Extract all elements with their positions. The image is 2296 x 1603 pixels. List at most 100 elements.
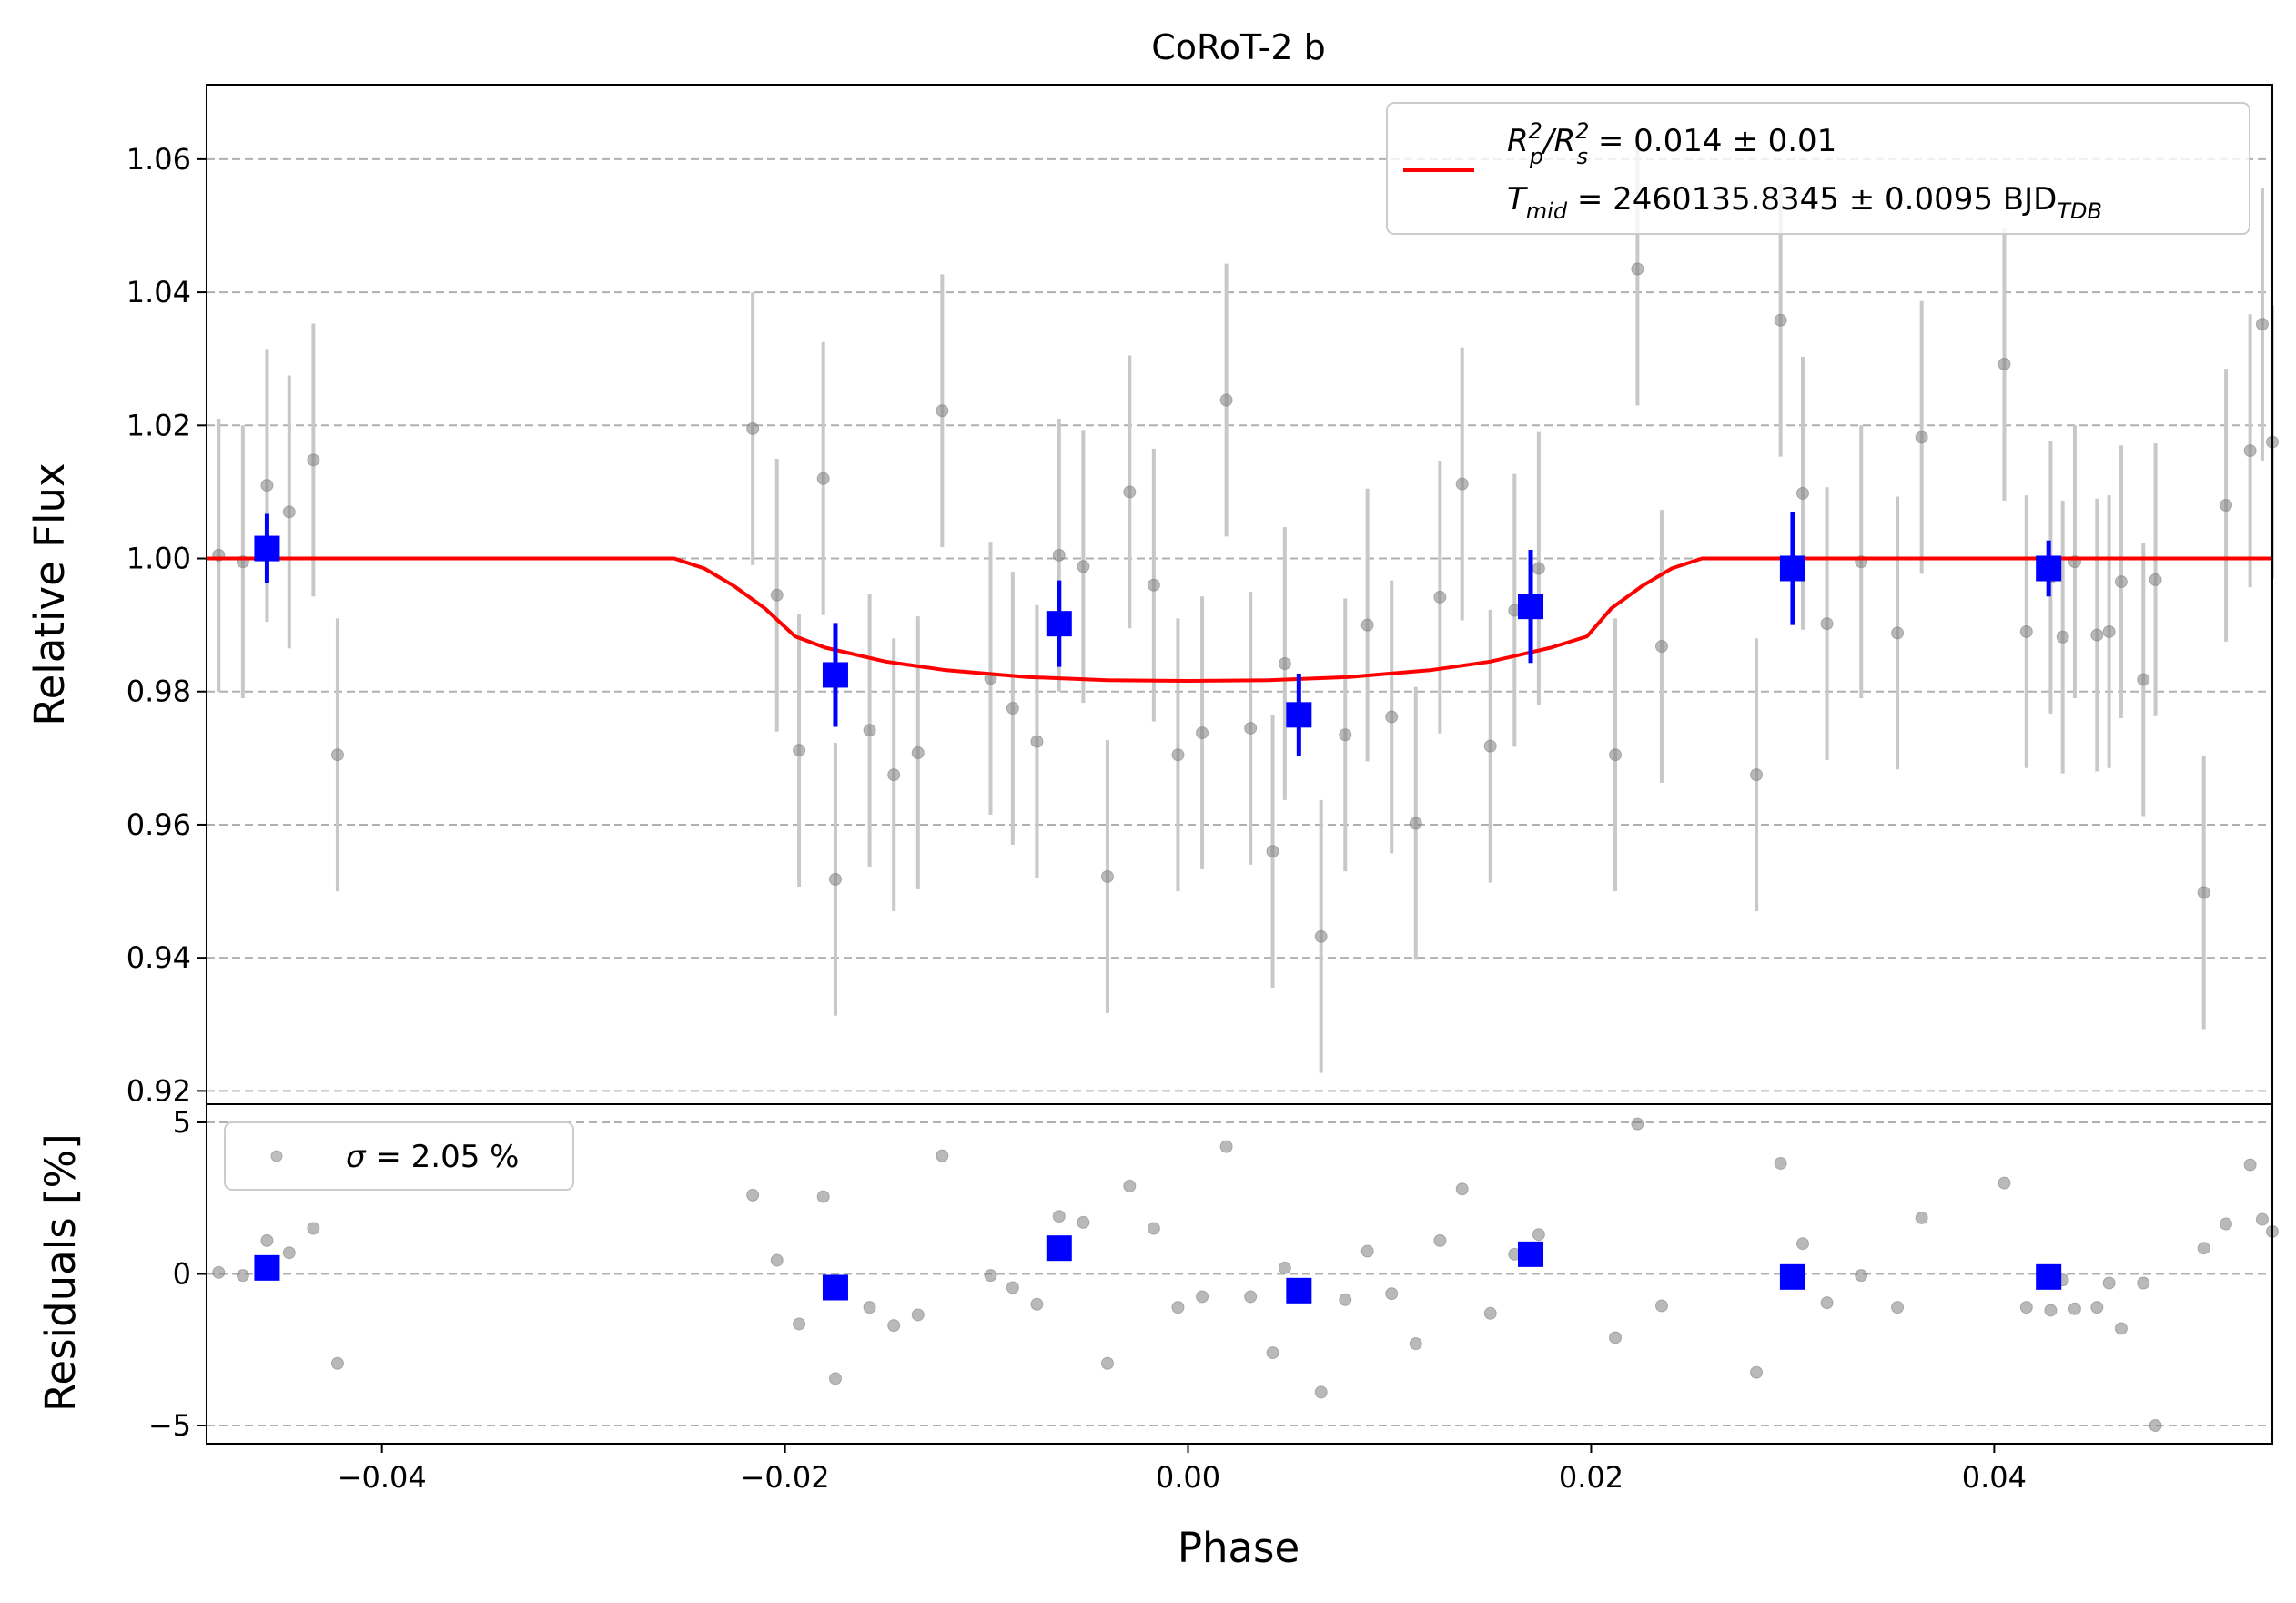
raw-point: [1147, 578, 1160, 592]
residual-point: [2197, 1242, 2210, 1255]
binned-point: [1779, 555, 1805, 582]
bottom-raw-points: [212, 1117, 2279, 1433]
xtick-label: −0.02: [741, 1460, 830, 1495]
legend-raw-marker: [270, 1150, 283, 1162]
binned-point: [2036, 555, 2062, 582]
residual-point: [1795, 1237, 1809, 1251]
raw-point: [793, 744, 806, 757]
binned-point: [822, 662, 848, 688]
residual-point: [1219, 1140, 1233, 1153]
binned-residual-point: [1779, 1263, 1805, 1290]
raw-point: [1077, 560, 1090, 573]
raw-point: [1820, 617, 1834, 631]
raw-point: [1483, 739, 1497, 753]
residual-point: [1532, 1228, 1545, 1242]
top-ytick-label: 1.06: [126, 142, 191, 177]
top-model-line: [207, 556, 2272, 683]
raw-point: [1385, 710, 1399, 724]
xtick-label: 0.04: [1962, 1460, 2027, 1495]
top-legend: R2 p/R2 s = 0.014 ± 0.01 Tmid = 2460135.83…: [1386, 102, 2250, 235]
raw-point: [1455, 477, 1469, 491]
residual-point: [1171, 1301, 1185, 1314]
residual-point: [984, 1269, 997, 1283]
residual-point: [1196, 1290, 1209, 1304]
residual-point: [1030, 1297, 1044, 1311]
residual-point: [1052, 1210, 1066, 1223]
raw-point: [1314, 929, 1328, 943]
raw-point: [1196, 726, 1209, 740]
residual-point: [2090, 1301, 2104, 1314]
raw-point: [1006, 702, 1019, 715]
binned-residual-point: [254, 1254, 280, 1281]
binned-residual-point: [1046, 1235, 1072, 1262]
binned-point: [1286, 702, 1312, 728]
raw-point: [1532, 562, 1545, 575]
legend-model-label-line1: R2 p/R2 s = 0.014 ± 0.01: [1507, 118, 1836, 169]
raw-point: [911, 746, 925, 759]
bottom-y-axis-ticks: −5 0 5: [148, 1105, 207, 1443]
residual-point: [1147, 1222, 1160, 1235]
bottom-ytick-label: −5: [148, 1408, 191, 1443]
top-binned-points: [254, 512, 2062, 756]
bottom-legend: σ = 2.05 %: [224, 1121, 574, 1191]
raw-point: [1750, 768, 1764, 782]
residual-point: [2102, 1276, 2116, 1290]
top-raw-points: [212, 262, 2279, 943]
raw-point: [2149, 573, 2162, 586]
raw-point: [1339, 728, 1352, 742]
residual-point: [1244, 1290, 1258, 1304]
raw-point: [1219, 393, 1233, 407]
raw-point: [2102, 624, 2116, 638]
residual-point: [1314, 1385, 1328, 1399]
residual-point: [236, 1269, 249, 1283]
residual-point: [863, 1301, 876, 1314]
residual-point: [1409, 1337, 1422, 1351]
binned-residual-point: [1518, 1241, 1544, 1267]
raw-point: [1244, 721, 1258, 735]
residual-point: [770, 1253, 784, 1267]
raw-point: [2220, 499, 2233, 512]
raw-point: [2137, 673, 2150, 686]
raw-point: [1433, 590, 1447, 604]
raw-point: [2255, 318, 2269, 331]
residual-point: [936, 1149, 949, 1162]
bottom-legend-box: [224, 1121, 574, 1191]
residual-point: [1006, 1281, 1019, 1294]
residual-point: [1123, 1179, 1137, 1192]
xtick-label: −0.04: [338, 1460, 427, 1495]
residual-point: [2019, 1301, 2033, 1314]
residual-point: [887, 1319, 901, 1333]
raw-point: [330, 748, 344, 762]
residual-point: [307, 1222, 320, 1235]
residual-point: [1455, 1182, 1469, 1196]
raw-point: [1052, 548, 1066, 562]
residual-point: [828, 1372, 842, 1385]
raw-point: [1278, 657, 1291, 671]
raw-point: [1631, 262, 1644, 276]
residual-point: [816, 1190, 830, 1203]
binned-point: [254, 535, 280, 562]
raw-point: [2019, 624, 2033, 638]
residual-point: [746, 1188, 760, 1202]
raw-point: [828, 872, 842, 886]
binned-residual-point: [2036, 1263, 2062, 1290]
top-ytick-label: 0.92: [126, 1073, 191, 1108]
xtick-label: 0.00: [1156, 1460, 1220, 1495]
raw-point: [2243, 444, 2257, 458]
residual-point: [1631, 1117, 1644, 1131]
top-ytick-label: 1.02: [126, 408, 191, 442]
xtick-label: 0.02: [1559, 1460, 1623, 1495]
residual-point: [1483, 1306, 1497, 1320]
binned-point: [1046, 611, 1072, 637]
residual-point: [2114, 1322, 2128, 1335]
raw-point: [1609, 748, 1623, 762]
binned-residual-point: [1286, 1277, 1312, 1304]
residual-point: [1433, 1233, 1447, 1247]
residual-point: [2243, 1158, 2257, 1172]
model-line: [207, 556, 2272, 683]
raw-point: [770, 588, 784, 602]
residual-point: [1266, 1346, 1279, 1360]
top-ytick-label: 0.98: [126, 675, 191, 709]
raw-point: [936, 404, 949, 418]
